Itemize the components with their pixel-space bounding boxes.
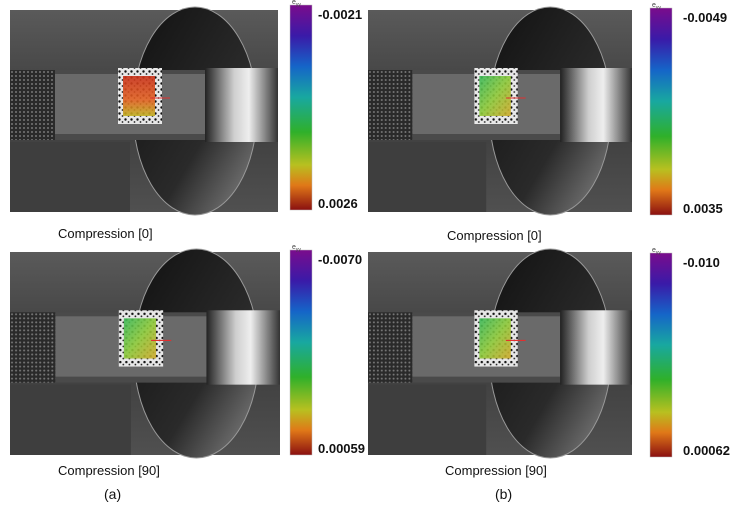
column-label: (b) xyxy=(495,486,512,502)
right-cylinder xyxy=(560,310,632,384)
strain-patch xyxy=(479,318,511,358)
colorbar-bottom-label: 0.0035 xyxy=(683,201,723,216)
lower-plate xyxy=(368,142,486,212)
symbol-subscript: yy xyxy=(656,250,662,256)
right-cylinder xyxy=(206,310,280,384)
colorbar-bottom-label: 0.00059 xyxy=(318,441,365,456)
lower-plate xyxy=(10,385,131,455)
caption: Compression [90] xyxy=(445,463,547,478)
caption: Compression [90] xyxy=(58,463,160,478)
colorbar xyxy=(290,5,312,210)
colorbar xyxy=(650,253,672,457)
colorbar-bottom-label: 0.0026 xyxy=(318,196,358,211)
photo xyxy=(368,7,632,215)
column-label: (a) xyxy=(104,486,121,502)
photo xyxy=(368,249,632,458)
right-cylinder xyxy=(205,68,278,142)
figure: eyy-0.00210.0026Compression [0]eyy-0.004… xyxy=(0,0,730,510)
left-grip xyxy=(368,70,412,140)
colorbar xyxy=(650,8,672,215)
caption: Compression [0] xyxy=(447,228,542,243)
left-grip xyxy=(368,312,412,382)
symbol-subscript: yy xyxy=(296,2,302,8)
symbol-subscript: yy xyxy=(656,5,662,11)
colorbar-top-label: -0.0049 xyxy=(683,10,727,25)
colorbar-top-label: -0.010 xyxy=(683,255,720,270)
right-cylinder xyxy=(560,68,632,142)
lower-plate xyxy=(368,385,486,455)
strain-patch xyxy=(123,76,155,116)
strain-patch xyxy=(479,76,511,116)
photo xyxy=(10,249,280,458)
strain-patch xyxy=(124,318,156,358)
colorbar xyxy=(290,250,312,455)
left-grip xyxy=(10,312,55,382)
symbol-subscript: yy xyxy=(296,247,302,253)
colorbar-bottom-label: 0.00062 xyxy=(683,443,730,458)
photo xyxy=(10,7,278,215)
colorbar-top-label: -0.0021 xyxy=(318,7,362,22)
colorbar-top-label: -0.0070 xyxy=(318,252,362,267)
left-grip xyxy=(10,70,55,140)
caption: Compression [0] xyxy=(58,226,153,241)
lower-plate xyxy=(10,142,130,212)
